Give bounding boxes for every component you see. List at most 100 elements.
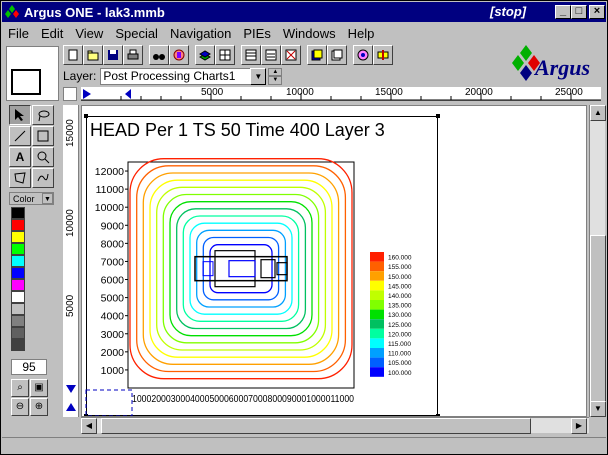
argus-logo: Argus	[511, 45, 606, 85]
legend-swatch	[370, 271, 384, 281]
scroll-left-icon[interactable]: ◀	[81, 418, 97, 434]
vruler-marker-bottom[interactable]	[66, 403, 76, 411]
color-selector[interactable]: Color ▼	[9, 192, 54, 205]
contour-line	[149, 179, 333, 358]
zoom-in-icon[interactable]: ⊕	[30, 398, 48, 416]
chevron-down-icon[interactable]: ▼	[42, 193, 53, 204]
layers-icon[interactable]	[195, 45, 215, 65]
menu-pies[interactable]: PIEs	[243, 25, 271, 41]
selection-handle	[436, 114, 440, 118]
layer-down-icon[interactable]: ▼	[268, 76, 283, 85]
color-swatch[interactable]	[11, 219, 25, 231]
contour-line	[196, 229, 287, 308]
color-swatch[interactable]	[11, 339, 25, 351]
arrow-tool-icon[interactable]	[9, 105, 31, 125]
chevron-down-icon[interactable]: ▼	[250, 67, 267, 85]
color-swatch[interactable]	[11, 231, 25, 243]
function-icon[interactable]	[281, 45, 301, 65]
legend-swatch	[370, 319, 384, 329]
color-label: Color	[13, 193, 35, 204]
color-swatch[interactable]	[11, 315, 25, 327]
scroll-right-icon[interactable]: ▶	[571, 418, 587, 434]
color-swatch[interactable]	[11, 207, 25, 219]
color-swatch[interactable]	[11, 267, 25, 279]
grid-icon[interactable]	[215, 45, 235, 65]
menu-special[interactable]: Special	[115, 25, 158, 41]
export-icon[interactable]	[373, 45, 393, 65]
binoculars-icon[interactable]	[149, 45, 169, 65]
info-icon[interactable]	[169, 45, 189, 65]
stack-icon[interactable]	[307, 45, 327, 65]
zoom-fit-icon[interactable]: ▣	[30, 379, 48, 397]
color-swatch[interactable]	[11, 327, 25, 339]
legend-swatch	[370, 357, 384, 368]
contour-line	[142, 172, 340, 365]
status-bar	[2, 437, 606, 454]
scroll-up-icon[interactable]: ▲	[590, 105, 606, 121]
layer-spinner[interactable]: ▲ ▼	[268, 67, 283, 85]
maximize-button[interactable]: □	[571, 5, 587, 19]
print-icon[interactable]	[123, 45, 143, 65]
color-swatch[interactable]	[11, 243, 25, 255]
close-button[interactable]: ×	[589, 5, 605, 19]
chart-icon[interactable]	[261, 45, 281, 65]
zoom-field[interactable]: 95	[11, 359, 47, 375]
argus-app-icon[interactable]	[4, 4, 20, 20]
ruler-end-marker[interactable]	[125, 89, 131, 99]
chart-title: HEAD Per 1 TS 50 Time 400 Layer 3	[90, 120, 385, 140]
y-tick-label: 11000	[96, 184, 125, 196]
legend-swatch	[370, 290, 384, 300]
save-icon[interactable]	[103, 45, 123, 65]
current-color-swatch[interactable]	[6, 46, 59, 101]
minimize-button[interactable]: _	[555, 5, 571, 19]
line-tool-icon[interactable]	[9, 126, 31, 146]
color-swatch[interactable]	[11, 291, 25, 303]
legend-swatch	[370, 309, 384, 320]
horizontal-scrollbar[interactable]: ◀ ▶	[81, 417, 589, 434]
rectangle-tool-icon[interactable]	[32, 126, 54, 146]
zoom-out-icon[interactable]: ⊖	[11, 398, 29, 416]
legend-swatch	[370, 252, 384, 262]
y-tick-label: 7000	[101, 256, 125, 268]
table-icon[interactable]	[241, 45, 261, 65]
vruler-marker-top[interactable]	[66, 385, 76, 393]
menu-windows[interactable]: Windows	[282, 25, 336, 41]
title-bar[interactable]: Argus ONE - lak3.mmb [stop] _ □ ×	[2, 2, 606, 22]
scroll-down-icon[interactable]: ▼	[590, 401, 606, 417]
menu-navigation[interactable]: Navigation	[169, 25, 232, 41]
chart-frame	[86, 116, 438, 416]
ruler-start-marker[interactable]	[83, 89, 91, 99]
vertical-scrollbar[interactable]: ▲ ▼	[589, 105, 606, 417]
menu-file[interactable]: File	[8, 25, 29, 41]
magnify-tool-icon[interactable]	[32, 147, 54, 167]
legend-label: 125.000	[388, 322, 412, 329]
open-icon[interactable]	[83, 45, 103, 65]
lasso-tool-icon[interactable]	[32, 105, 54, 125]
doc-icon[interactable]	[327, 45, 347, 65]
text-tool-icon[interactable]: A	[9, 147, 31, 167]
menu-view[interactable]: View	[75, 25, 104, 41]
menu-edit[interactable]: Edit	[40, 25, 64, 41]
freehand-tool-icon[interactable]	[32, 168, 54, 188]
horizontal-scroll-thumb[interactable]	[101, 418, 531, 434]
argus-logo-text: Argus	[535, 55, 591, 80]
vertical-scroll-thumb[interactable]	[590, 235, 606, 405]
zoom-icon[interactable]: ⌕	[11, 379, 29, 397]
drawing-canvas[interactable]: HEAD Per 1 TS 50 Time 400 Layer 3 12000 1…	[81, 105, 587, 417]
new-icon[interactable]	[63, 45, 83, 65]
legend-swatch	[370, 338, 384, 348]
color-swatch[interactable]	[11, 303, 25, 315]
legend-label: 120.000	[388, 331, 412, 338]
menu-help[interactable]: Help	[347, 25, 375, 41]
vertical-ruler: 15000 10000 5000	[63, 105, 79, 417]
contour-chart: 12000 11000 10000 9000 8000 7000 6000 5000 4000 3…	[84, 114, 440, 416]
y-tick-label: 8000	[101, 238, 125, 250]
link-icon[interactable]	[353, 45, 373, 65]
layer-up-icon[interactable]: ▲	[268, 67, 283, 76]
polygon-tool-icon[interactable]	[9, 168, 31, 188]
color-swatch[interactable]	[11, 255, 25, 267]
color-swatch[interactable]	[11, 279, 25, 291]
contour-line	[136, 165, 347, 373]
layer-select[interactable]: Post Processing Charts1	[100, 67, 251, 85]
hruler-label: 15000	[375, 87, 403, 98]
